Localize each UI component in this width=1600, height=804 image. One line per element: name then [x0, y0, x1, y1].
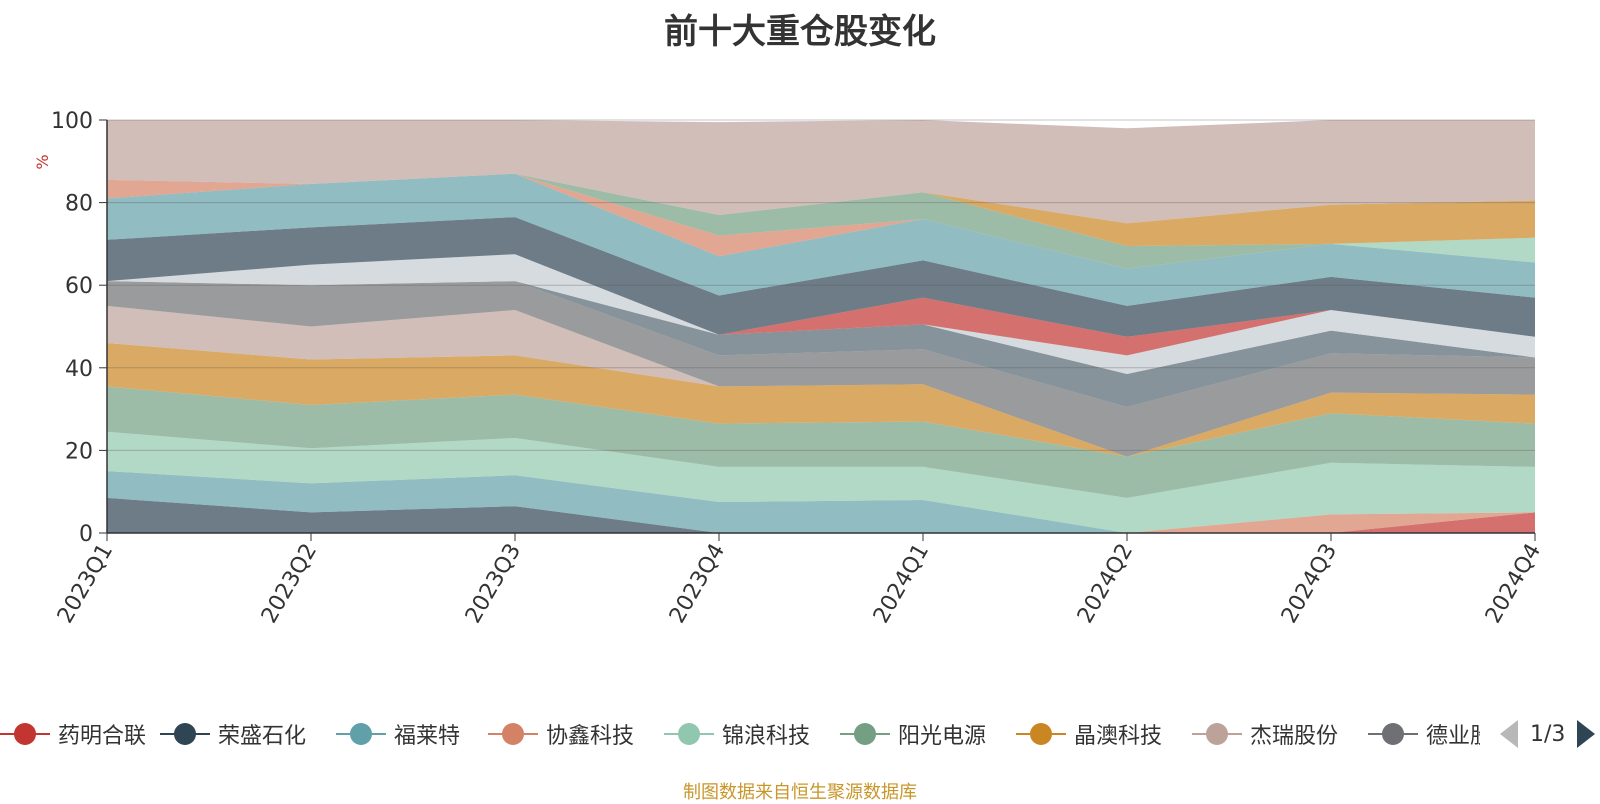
legend-label: 德业股份: [1426, 724, 1480, 749]
legend-marker-icon: [1368, 712, 1420, 756]
area-series-14: [107, 173, 1535, 269]
legend-item[interactable]: 福莱特: [336, 712, 460, 756]
area-series-12: [107, 217, 1535, 337]
x-tick-label: 2024Q3: [1277, 540, 1342, 628]
legend-label: 荣盛石化: [218, 724, 307, 749]
area-series-0: [107, 512, 1535, 533]
legend-item[interactable]: 药明合联: [0, 712, 146, 756]
area-series-18: [107, 120, 1535, 224]
legend-marker-icon: [0, 712, 52, 756]
legend-label: 晶澳科技: [1074, 724, 1163, 749]
legend-next-page-icon[interactable]: [1577, 720, 1596, 748]
legend-label: 杰瑞股份: [1250, 724, 1339, 749]
chart-title: 前十大重仓股变化: [664, 12, 936, 52]
y-tick-label: 80: [65, 192, 93, 217]
grid-layer: [107, 119, 1535, 451]
area-series-3: [107, 471, 1535, 533]
area-series-15: [107, 173, 1535, 269]
legend-prev-page-icon[interactable]: [1500, 720, 1518, 748]
legend-marker-icon: [1192, 712, 1244, 756]
source-note: 制图数据来自恒生聚源数据库: [683, 782, 917, 803]
y-tick-label: 60: [65, 274, 93, 299]
y-tick-label: 20: [65, 439, 93, 464]
legend-label: 阳光电源: [898, 724, 987, 749]
legend-label: 协鑫科技: [546, 724, 635, 749]
x-tick-label: 2024Q2: [1073, 540, 1138, 628]
legend-marker-icon: [1016, 712, 1068, 756]
legend: 药明合联 荣盛石化 福莱特 协鑫科技 锦浪科技 阳光电源 晶澳科技 杰瑞股份 德业股份: [0, 712, 1480, 756]
legend-item[interactable]: 杰瑞股份: [1192, 712, 1338, 756]
area-series-17: [107, 173, 1535, 246]
y-tick-label: 40: [65, 357, 93, 382]
area-series-7: [107, 305, 1535, 457]
area-series-2: [107, 497, 1535, 533]
x-tick-label: 2023Q1: [53, 540, 118, 628]
area-series-6: [107, 343, 1535, 457]
x-tick-label: 2023Q2: [257, 540, 322, 628]
legend-marker-icon: [488, 712, 540, 756]
area-series-1: [107, 512, 1535, 533]
chart-canvas: 0 20 40 60 80 100% 2023Q1 2023Q2 2023Q3 2023Q4 202…: [33, 109, 1546, 628]
legend-marker-icon: [160, 712, 212, 756]
area-series-4: [107, 431, 1535, 533]
x-tick-label: 2024Q1: [869, 540, 934, 628]
area-series-8: [107, 281, 1535, 457]
legend-item[interactable]: 协鑫科技: [488, 712, 634, 756]
legend-item[interactable]: 德业股份: [1368, 712, 1480, 756]
legend-item[interactable]: 荣盛石化: [160, 712, 306, 756]
legend-pager: 1/3: [1500, 712, 1596, 756]
x-tick-label: 2023Q4: [665, 540, 730, 628]
area-series-5: [107, 386, 1535, 498]
y-tick-label: 100: [51, 109, 93, 134]
legend-label: 福莱特: [394, 724, 461, 749]
x-tick-label: 2024Q4: [1481, 540, 1546, 628]
legend-marker-icon: [664, 712, 716, 756]
area-series-13: [107, 173, 1535, 306]
legend-item[interactable]: 阳光电源: [840, 712, 986, 756]
area-series-11: [107, 254, 1535, 356]
x-tick-label: 2023Q3: [461, 540, 526, 628]
legend-item[interactable]: 晶澳科技: [1016, 712, 1162, 756]
area-series-9: [107, 281, 1535, 407]
legend-label: 药明合联: [58, 724, 147, 749]
legend-item[interactable]: 锦浪科技: [664, 712, 810, 756]
legend-label: 锦浪科技: [722, 724, 811, 749]
y-tick-label: 0: [79, 522, 93, 547]
y-axis-label: %: [33, 154, 52, 169]
legend-marker-icon: [840, 712, 892, 756]
area-layer: [107, 120, 1535, 533]
legend-page-indicator: 1/3: [1530, 721, 1566, 747]
legend-marker-icon: [336, 712, 388, 756]
